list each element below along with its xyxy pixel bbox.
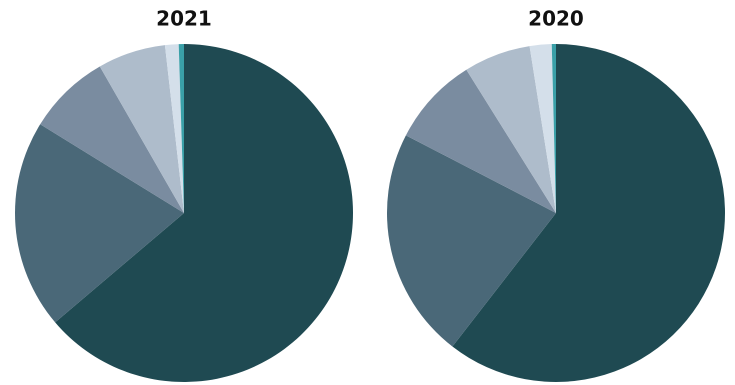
pie-slice bbox=[386, 135, 556, 347]
pie-slice bbox=[551, 44, 556, 213]
pie-slice bbox=[99, 45, 184, 214]
pie-slice bbox=[529, 44, 556, 213]
pie-slice bbox=[452, 44, 725, 382]
pie-title: 2021 bbox=[156, 7, 212, 31]
pie-slice bbox=[466, 46, 556, 213]
pie-title: 2020 bbox=[528, 7, 584, 31]
pie-slice bbox=[15, 124, 185, 323]
pie-slice bbox=[55, 44, 354, 383]
pie-slice bbox=[405, 69, 556, 213]
pie-slice bbox=[164, 44, 184, 214]
pie-slice bbox=[178, 44, 184, 213]
pie-slice bbox=[40, 66, 185, 213]
